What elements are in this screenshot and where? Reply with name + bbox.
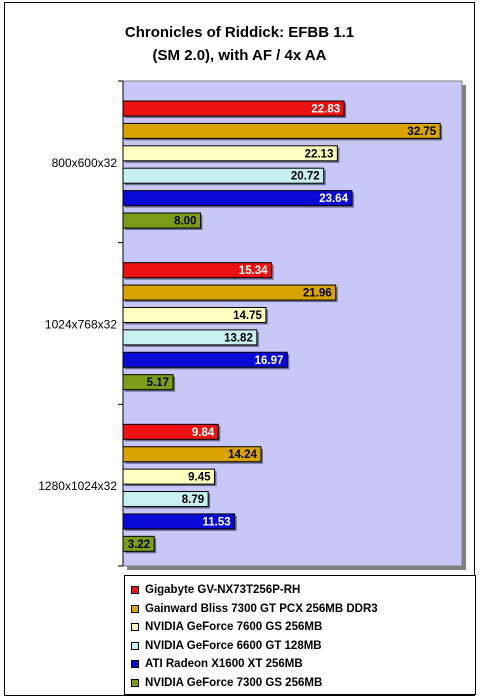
bar <box>122 329 258 346</box>
legend-label: NVIDIA GeForce 7300 GS 256MB <box>145 677 323 689</box>
data-label: 16.97 <box>255 355 284 367</box>
legend-item: Gainward Bliss 7300 GT PCX 256MB DDR3 <box>131 600 378 618</box>
data-label: 8.79 <box>182 494 204 506</box>
data-label: 11.53 <box>203 516 231 528</box>
legend-label: NVIDIA GeForce 7600 GS 256MB <box>145 621 323 634</box>
data-label: 5.17 <box>147 377 169 389</box>
bar <box>122 284 337 301</box>
bar <box>122 374 174 391</box>
category-label: 800x600x32 <box>52 156 118 170</box>
data-label: 8.00 <box>174 216 196 228</box>
data-label: 23.64 <box>319 193 348 205</box>
data-label: 22.13 <box>305 148 334 160</box>
data-label: 20.72 <box>291 171 320 183</box>
legend-label: Gainward Bliss 7300 GT PCX 256MB DDR3 <box>145 602 378 615</box>
bar <box>122 212 201 229</box>
bar <box>122 446 262 463</box>
data-label: 22.83 <box>311 104 340 116</box>
bar <box>122 351 288 368</box>
legend: Gigabyte GV-NX73T256P-RH Gainward Bliss 7… <box>124 575 476 695</box>
data-label: 14.75 <box>233 310 262 322</box>
legend-item: NVIDIA GeForce 7300 GS 256MB <box>131 674 322 692</box>
legend-swatch <box>131 679 139 687</box>
legend-item: ATI Radeon X1600 XT 256MB <box>131 655 303 673</box>
bar <box>122 535 155 552</box>
legend-label: Gigabyte GV-NX73T256P-RH <box>145 584 301 596</box>
data-label: 15.34 <box>239 265 268 277</box>
data-label: 9.45 <box>188 472 211 484</box>
data-label: 9.84 <box>192 427 215 439</box>
legend-swatch <box>131 604 139 613</box>
bar <box>122 167 325 184</box>
category-label: 1024x768x32 <box>45 318 117 332</box>
bar <box>122 122 441 139</box>
data-label: 32.75 <box>407 126 436 138</box>
chart-title: Chronicles of Riddick: EFBB 1.1 <box>124 24 355 41</box>
category-label: 1280x1024x32 <box>38 479 117 493</box>
legend-item: NVIDIA GeForce 7600 GS 256MB <box>131 618 322 636</box>
bar <box>122 145 338 162</box>
legend-item: NVIDIA GeForce 6600 GT 128MB <box>131 637 322 655</box>
chart-subtitle: (SM 2.0), with AF / 4x AA <box>152 47 327 64</box>
bar <box>122 491 209 508</box>
bar <box>122 423 219 440</box>
legend-swatch <box>131 623 139 632</box>
legend-label: ATI Radeon X1600 XT 256MB <box>145 658 303 671</box>
bar-chart: 800x600x32 22.83 32.75 22.13 20.72 23.64 8.00 1… <box>38 80 466 570</box>
bar <box>122 262 273 279</box>
legend-swatch <box>131 660 139 669</box>
data-label: 3.22 <box>128 539 150 551</box>
bar <box>122 468 216 485</box>
chart-frame: Chronicles of Riddick: EFBB 1.1 (SM 2.0)… <box>4 2 476 696</box>
bar <box>122 513 236 530</box>
bar <box>122 100 345 117</box>
data-label: 21.96 <box>303 288 332 300</box>
bar <box>122 306 267 323</box>
legend-item: Gigabyte GV-NX73T256P-RH <box>131 581 300 599</box>
data-label: 14.24 <box>228 449 257 461</box>
data-label: 13.82 <box>224 332 253 344</box>
legend-swatch <box>131 586 139 594</box>
legend-swatch <box>131 641 139 650</box>
bar <box>122 190 353 207</box>
legend-label: NVIDIA GeForce 6600 GT 128MB <box>145 639 322 652</box>
